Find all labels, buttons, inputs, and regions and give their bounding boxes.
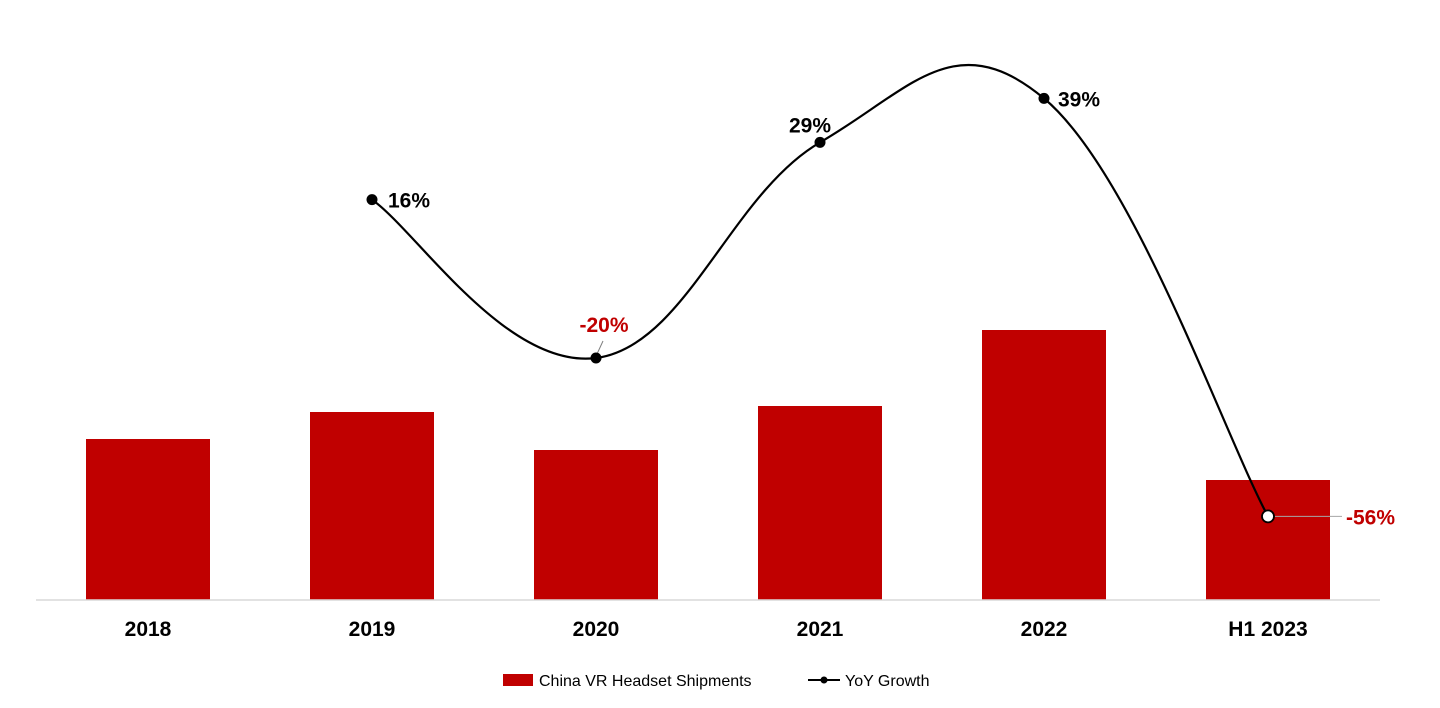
yoy-labels: 16% -20% 29% 39% -56% <box>388 88 1395 529</box>
bar-2022 <box>982 330 1106 600</box>
leader-lines <box>596 340 1342 517</box>
yoy-point <box>814 136 826 148</box>
yoy-growth-line <box>371 63 1269 517</box>
bar-2020 <box>534 450 658 600</box>
legend-bar-swatch <box>503 674 533 686</box>
yoy-label: 39% <box>1058 88 1100 111</box>
bar-2021 <box>758 406 882 600</box>
bar-2018 <box>86 439 210 600</box>
yoy-label: 16% <box>388 190 430 213</box>
yoy-point <box>366 194 378 206</box>
yoy-label: 29% <box>789 114 831 137</box>
category-label: 2019 <box>349 618 396 641</box>
yoy-point <box>1038 92 1050 104</box>
yoy-label: -56% <box>1346 506 1395 529</box>
category-label: 2022 <box>1021 618 1068 641</box>
category-labels: 2018 2019 2020 2021 2022 H1 2023 <box>125 618 1308 641</box>
yoy-points <box>366 92 1275 524</box>
legend: China VR Headset Shipments YoY Growth <box>503 673 930 690</box>
category-label: 2021 <box>797 618 844 641</box>
bars-group <box>86 330 1330 600</box>
legend-line-dot <box>820 676 828 684</box>
category-label: H1 2023 <box>1228 618 1307 641</box>
yoy-point <box>590 352 602 364</box>
category-label: 2018 <box>125 618 172 641</box>
bar-h1-2023 <box>1206 480 1330 600</box>
legend-line-label: YoY Growth <box>845 673 930 690</box>
yoy-point-inner <box>1265 513 1271 520</box>
yoy-label: -20% <box>579 314 628 337</box>
legend-bar-label: China VR Headset Shipments <box>539 673 752 690</box>
leader-line <box>596 340 604 355</box>
category-label: 2020 <box>573 618 620 641</box>
bar-2019 <box>310 412 434 600</box>
